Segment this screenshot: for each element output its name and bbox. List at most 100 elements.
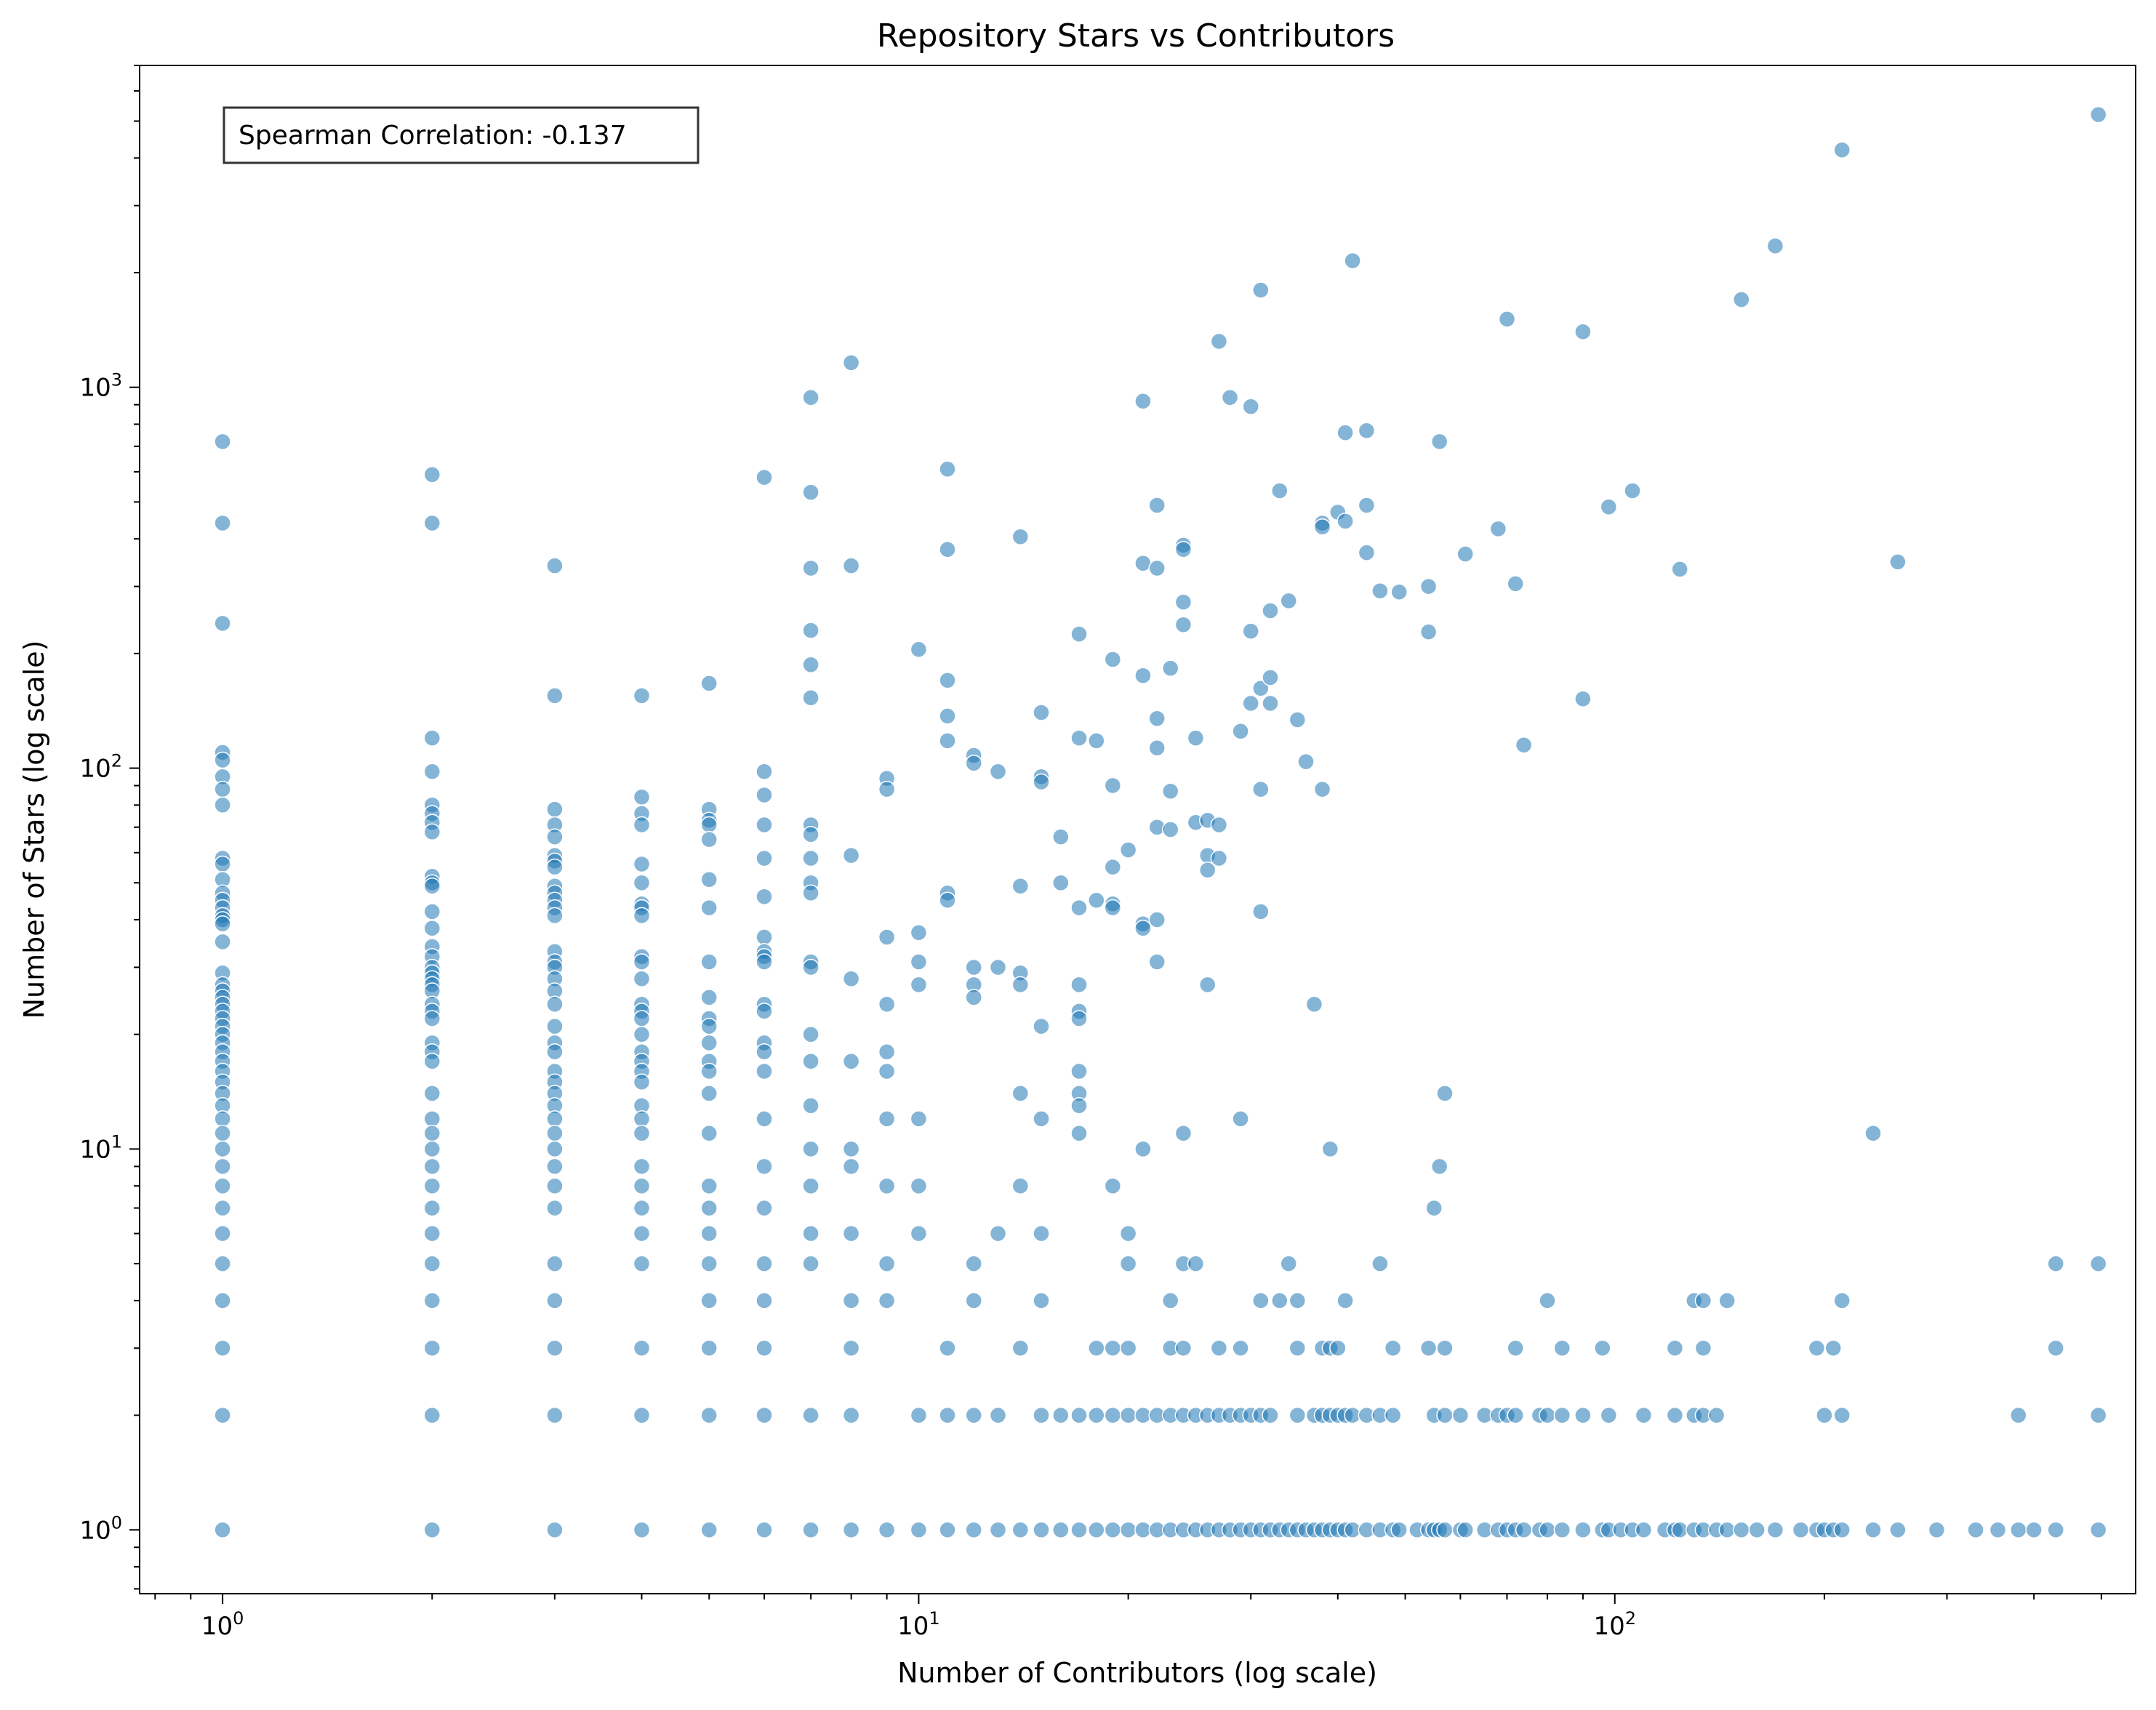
data-point xyxy=(1070,1062,1088,1080)
data-point xyxy=(1161,1292,1179,1309)
data-point xyxy=(214,1521,231,1539)
data-point xyxy=(910,953,928,971)
data-point xyxy=(756,1157,773,1176)
data-point xyxy=(1104,899,1122,917)
data-point xyxy=(878,1062,896,1080)
data-point xyxy=(802,1224,819,1243)
data-point xyxy=(546,1406,564,1424)
data-point xyxy=(756,816,773,834)
data-point xyxy=(1119,1255,1137,1272)
data-point xyxy=(1271,1292,1289,1309)
data-point xyxy=(1419,623,1438,641)
data-point xyxy=(1718,1521,1736,1539)
data-point xyxy=(423,823,441,841)
data-point xyxy=(910,1406,928,1424)
data-point xyxy=(756,928,773,946)
data-point xyxy=(214,433,231,451)
data-point xyxy=(700,1062,718,1080)
x-tick-label: 101 xyxy=(897,1608,940,1641)
data-point xyxy=(1161,782,1179,800)
data-point xyxy=(546,800,564,818)
data-point xyxy=(633,788,651,806)
data-point xyxy=(546,1017,564,1035)
data-point xyxy=(1694,1339,1712,1357)
data-point xyxy=(989,763,1007,780)
data-point xyxy=(1070,976,1088,994)
data-point xyxy=(1161,821,1179,838)
data-point xyxy=(1033,1110,1050,1128)
data-point xyxy=(756,1521,773,1539)
y-tick-label: 103 xyxy=(79,370,122,403)
data-point xyxy=(633,1157,651,1176)
data-point xyxy=(756,953,773,971)
data-point xyxy=(1134,667,1152,684)
data-point xyxy=(1337,424,1354,441)
data-point xyxy=(756,849,773,867)
data-point xyxy=(2010,1521,2027,1539)
data-point xyxy=(214,614,231,633)
data-point xyxy=(214,855,231,873)
data-point xyxy=(1011,1521,1030,1539)
data-point xyxy=(1210,332,1228,350)
data-point xyxy=(965,958,982,976)
data-point xyxy=(214,1199,231,1217)
data-point xyxy=(1252,680,1270,697)
data-point xyxy=(1104,1521,1122,1539)
data-point xyxy=(1671,1521,1688,1539)
data-point xyxy=(756,763,773,780)
data-point xyxy=(214,1224,231,1243)
data-point xyxy=(2047,1255,2064,1272)
data-point xyxy=(989,1406,1007,1424)
data-point xyxy=(633,1124,651,1142)
data-point xyxy=(965,1406,982,1424)
data-point xyxy=(700,1177,718,1195)
data-point xyxy=(965,1521,982,1539)
data-point xyxy=(1271,482,1289,499)
data-point xyxy=(1574,323,1592,340)
data-point xyxy=(633,1010,651,1027)
data-point xyxy=(423,903,441,920)
data-point xyxy=(423,1085,441,1102)
data-point xyxy=(423,919,441,937)
data-point xyxy=(802,1096,819,1115)
data-point xyxy=(1198,861,1217,879)
data-point xyxy=(214,1292,231,1309)
data-point xyxy=(214,1339,231,1357)
data-point xyxy=(910,924,928,942)
data-point xyxy=(1390,583,1408,601)
chart-title: Repository Stars vs Contributors xyxy=(877,17,1395,55)
data-point xyxy=(1033,1406,1050,1424)
data-point xyxy=(910,641,928,658)
data-point xyxy=(546,557,564,574)
data-point xyxy=(878,1177,896,1195)
data-point xyxy=(1337,513,1354,530)
data-point xyxy=(939,1339,956,1357)
data-point xyxy=(1198,976,1217,994)
data-point xyxy=(1889,1521,1907,1539)
data-point xyxy=(214,1140,231,1158)
data-point xyxy=(633,1406,651,1424)
data-point xyxy=(700,870,718,888)
data-point xyxy=(1666,1339,1684,1357)
data-point xyxy=(1436,1339,1454,1357)
data-point xyxy=(939,541,956,558)
data-point xyxy=(1033,1017,1050,1035)
data-point xyxy=(546,1521,564,1539)
data-point xyxy=(1232,723,1249,740)
data-point xyxy=(423,1177,441,1195)
data-point xyxy=(1666,1406,1684,1424)
data-point xyxy=(1358,544,1376,561)
data-point xyxy=(1313,518,1331,536)
data-point xyxy=(1358,422,1376,439)
data-point xyxy=(1671,561,1688,578)
data-point xyxy=(1070,729,1088,747)
data-point xyxy=(1289,1339,1307,1357)
data-point xyxy=(1766,1521,1784,1539)
x-axis-ticks: 100 101 102 xyxy=(154,1594,2102,1641)
data-point xyxy=(1574,690,1592,708)
data-point xyxy=(1174,1339,1193,1357)
data-point xyxy=(1088,1339,1105,1357)
data-point xyxy=(842,1339,860,1357)
data-point xyxy=(633,1224,651,1243)
data-point xyxy=(756,1255,773,1272)
